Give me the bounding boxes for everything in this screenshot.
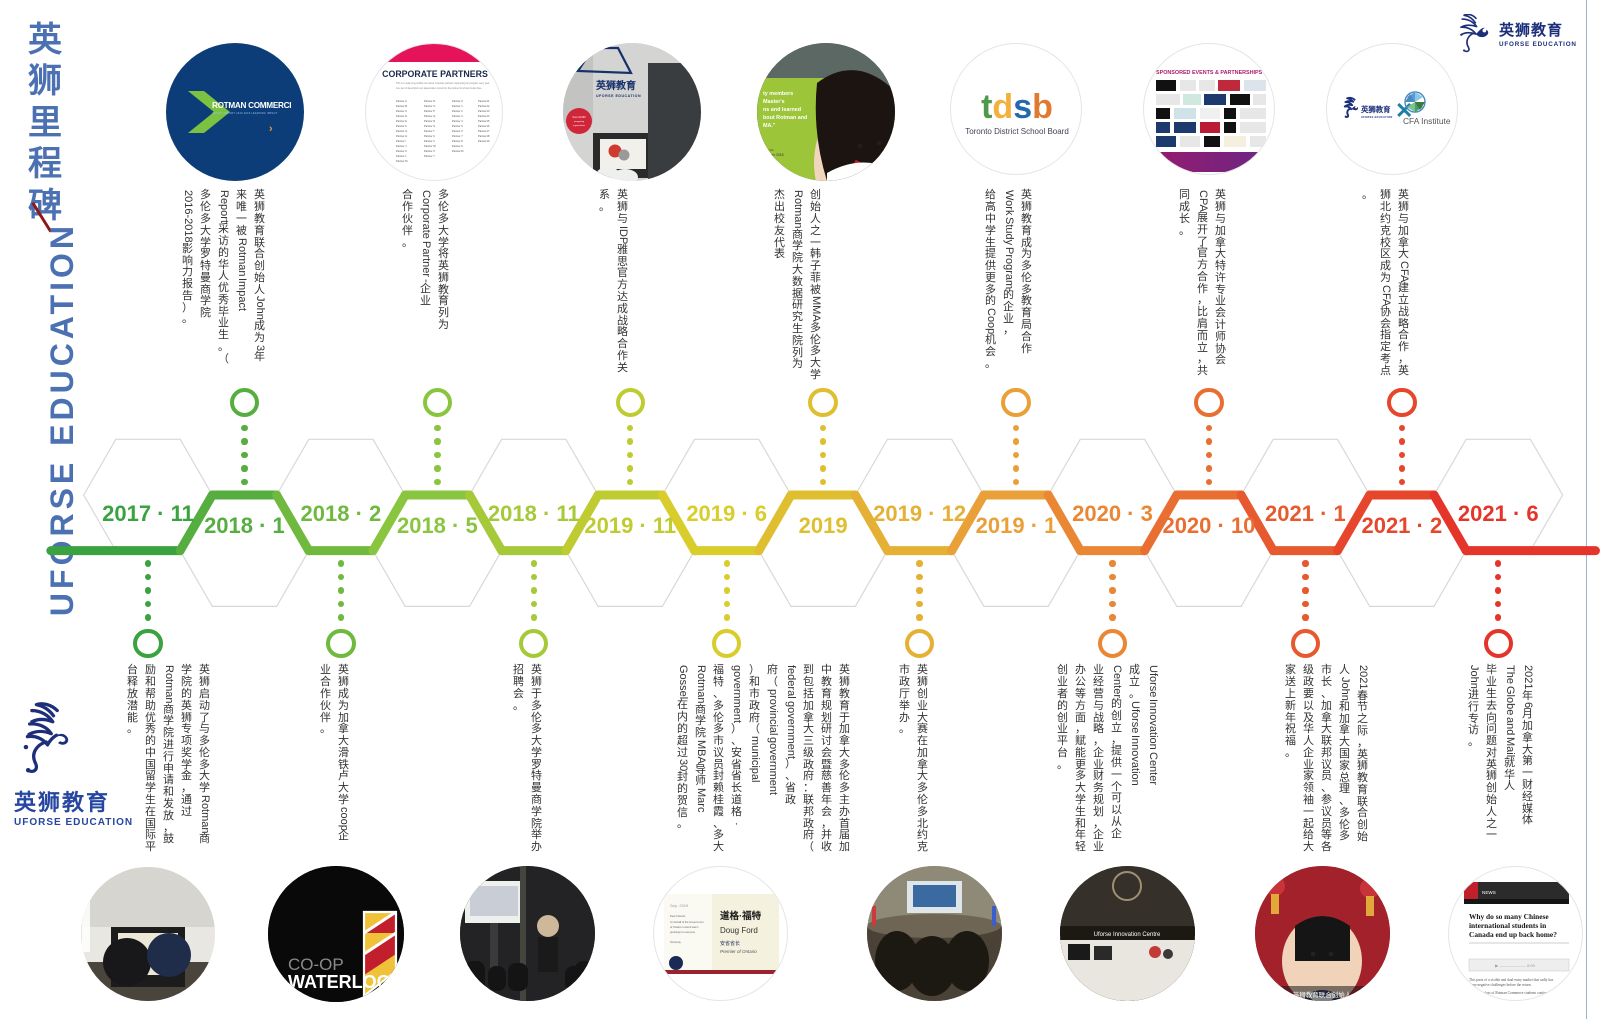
svg-text:Canada end up back home?: Canada end up back home? <box>1469 930 1557 939</box>
svg-text:Partner F: Partner F <box>396 124 407 128</box>
svg-text:Master's: Master's <box>763 99 785 105</box>
svg-text:Partner X: Partner X <box>424 149 435 153</box>
svg-text:Toronto District School Board: Toronto District School Board <box>965 127 1069 136</box>
svg-text:ty members: ty members <box>763 91 793 97</box>
svg-text:Partner 1: Partner 1 <box>452 104 463 108</box>
svg-text:MA.": MA." <box>763 123 776 129</box>
svg-text:英狮教育: 英狮教育 <box>595 79 636 92</box>
svg-text:Partner B: Partner B <box>396 104 407 108</box>
svg-text:UFORSE EDUCATION: UFORSE EDUCATION <box>1361 115 1393 119</box>
svg-text:On behalf of the Government: On behalf of the Government <box>670 920 704 924</box>
svg-text:man: man <box>761 165 780 175</box>
svg-text:Line two of description text p: Line two of description text placeholder… <box>396 87 483 90</box>
svg-text:CFA Institute: CFA Institute <box>1403 116 1451 126</box>
svg-text:Partner M: Partner M <box>396 159 407 163</box>
svg-text:ns and learned: ns and learned <box>763 107 801 113</box>
svg-text:Partner 6: Partner 6 <box>452 129 463 133</box>
svg-text:Partner D: Partner D <box>396 114 407 118</box>
svg-text:Partner U: Partner U <box>424 134 435 138</box>
svg-text:Partner I: Partner I <box>396 139 406 143</box>
svg-text:Partner 4: Partner 4 <box>452 119 463 123</box>
svg-text:Partner S: Partner S <box>424 124 435 128</box>
svg-text:Partner E: Partner E <box>396 119 407 123</box>
svg-text:Doug Ford: Doug Ford <box>720 926 758 935</box>
svg-text:Partner 3: Partner 3 <box>452 114 463 118</box>
svg-text:Dear Friends,: Dear Friends, <box>670 914 686 918</box>
svg-text:organizations: organizations <box>573 124 585 127</box>
svg-text:Partner 5: Partner 5 <box>452 124 463 128</box>
svg-text:Partner O: Partner O <box>424 104 435 108</box>
svg-text:Why do so many Chinese: Why do so many Chinese <box>1469 912 1549 921</box>
svg-text:IMPACT REPORT 2016-2018 LEARNI: IMPACT REPORT 2016-2018 LEARNING IMPACT <box>212 112 278 115</box>
svg-text:Partner Y: Partner Y <box>424 154 435 158</box>
svg-text:recognizing: recognizing <box>574 121 584 123</box>
svg-text:Partner13: Partner13 <box>478 109 490 113</box>
svg-text:Partner 8: Partner 8 <box>452 139 463 143</box>
svg-text:Sincerely,: Sincerely, <box>670 940 681 944</box>
svg-text:This parts of a visible and du: This parts of a visible and dual-entry m… <box>1469 978 1554 982</box>
svg-text:Partner A: Partner A <box>396 99 407 103</box>
svg-text:CORPORATE PARTNERS: CORPORATE PARTNERS <box>382 69 488 79</box>
svg-text:Partner L: Partner L <box>396 154 407 158</box>
svg-text:Partner19: Partner19 <box>478 139 490 143</box>
svg-text:ROTMAN COMMERCI: ROTMAN COMMERCI <box>212 101 291 110</box>
svg-text:▶ -------------------- 0:00: ▶ -------------------- 0:00 <box>1495 963 1536 968</box>
svg-text:Partner 7: Partner 7 <box>452 134 463 138</box>
svg-text:The 2021 class of Rotman Comme: The 2021 class of Rotman Commerce studen… <box>1469 991 1552 995</box>
svg-text:Partner H: Partner H <box>396 134 407 138</box>
svg-text:some negative challenges befor: some negative challenges before the retu… <box>1469 983 1532 987</box>
svg-text:安省省长: 安省省长 <box>720 940 740 947</box>
svg-text:Partner10: Partner10 <box>452 149 464 153</box>
svg-text:Sep. 2019: Sep. 2019 <box>670 903 689 908</box>
svg-text:CIBC: CIBC <box>1254 162 1266 168</box>
svg-text:Mrs Lu: Mrs Lu <box>763 148 773 152</box>
svg-text:Over 10,000: Over 10,000 <box>572 116 586 119</box>
svg-text:This is a really long subtitle: This is a really long subtitle line abou… <box>396 82 490 85</box>
svg-text:Partner12: Partner12 <box>478 104 490 108</box>
svg-text:WATERLOO: WATERLOO <box>288 972 391 992</box>
svg-text:NEWS: NEWS <box>1482 890 1496 895</box>
svg-text:bout Rotman and: bout Rotman and <box>763 115 807 121</box>
svg-text:Partner T: Partner T <box>424 129 435 133</box>
svg-text:of Ontario I extend warm: of Ontario I extend warm <box>670 925 698 929</box>
svg-text:international students in: international students in <box>1469 921 1546 930</box>
svg-text:SPONSORED EVENTS & PARTNERSHIP: SPONSORED EVENTS & PARTNERSHIPS <box>1156 70 1263 76</box>
svg-text:Partner14: Partner14 <box>478 114 490 118</box>
svg-text:UFORSE EDUCATION: UFORSE EDUCATION <box>596 94 641 98</box>
svg-text:Partner K: Partner K <box>396 149 407 153</box>
svg-text:Partner 2: Partner 2 <box>452 109 463 113</box>
svg-text:道格·福特: 道格·福特 <box>720 910 762 922</box>
svg-text:Partner17: Partner17 <box>478 129 490 133</box>
svg-text:Partner P: Partner P <box>424 109 435 113</box>
svg-text:Partner15: Partner15 <box>478 119 490 123</box>
svg-text:Partner16: Partner16 <box>478 124 490 128</box>
svg-text:tdsb: tdsb <box>981 88 1053 126</box>
svg-text:Partner W: Partner W <box>424 144 436 148</box>
svg-text:Partner V: Partner V <box>424 139 435 143</box>
svg-text:›: › <box>269 123 273 135</box>
svg-text:Partner J: Partner J <box>396 144 407 148</box>
svg-text:Uforse Innovation Centre: Uforse Innovation Centre <box>1094 932 1161 938</box>
svg-text:Partner C: Partner C <box>396 109 407 113</box>
svg-text:Premier of Ontario: Premier of Ontario <box>720 949 757 954</box>
svg-text:greetings to everyone.: greetings to everyone. <box>670 930 696 934</box>
svg-text:Partner Q: Partner Q <box>424 114 435 118</box>
svg-text:英狮教育联合创始人: 英狮教育联合创始人 <box>1293 990 1352 999</box>
svg-text:英狮教育: 英狮教育 <box>1360 105 1391 114</box>
svg-text:Partner18: Partner18 <box>478 134 490 138</box>
svg-text:Partner Z: Partner Z <box>452 99 463 103</box>
svg-text:Partner11: Partner11 <box>478 99 490 103</box>
svg-text:October 2018: October 2018 <box>763 153 784 157</box>
svg-text:Partner G: Partner G <box>396 129 407 133</box>
svg-text:Partner R: Partner R <box>424 119 435 123</box>
svg-text:Partner 9: Partner 9 <box>452 144 463 148</box>
svg-text:Partner N: Partner N <box>424 99 435 103</box>
